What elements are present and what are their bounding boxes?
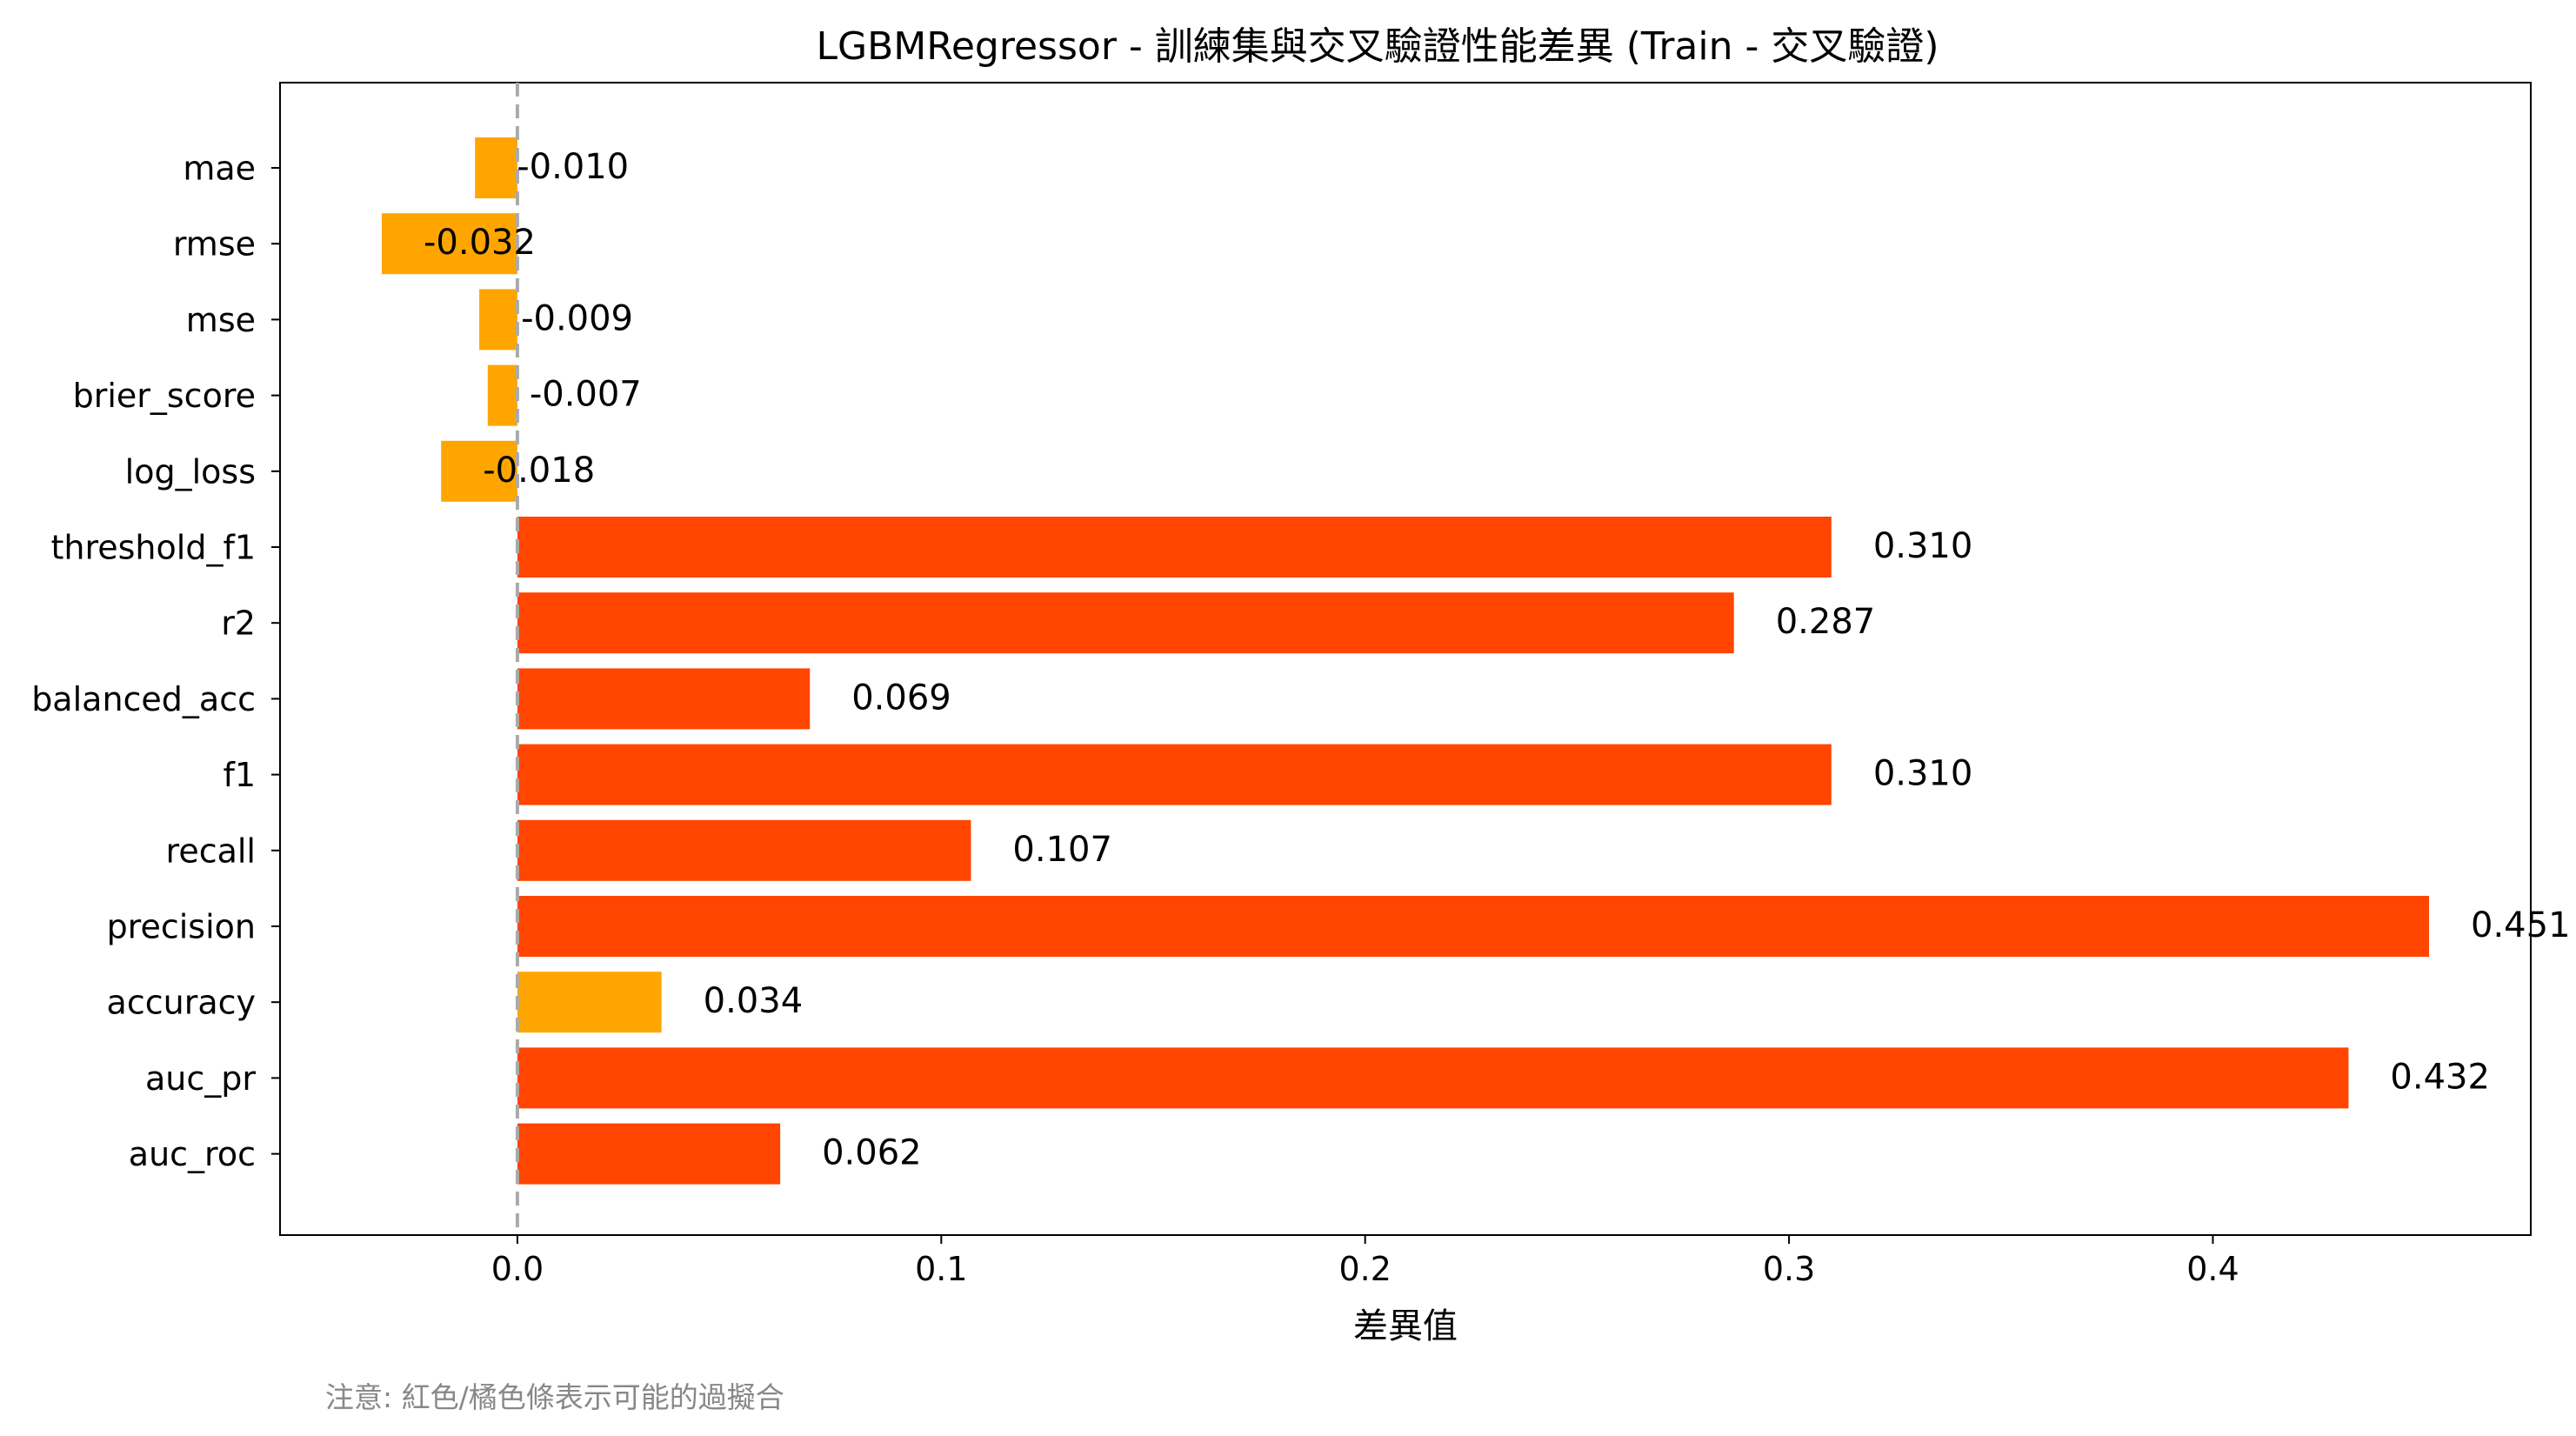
value-label-recall: 0.107 [1012,830,1112,870]
y-tick-label-threshold_f1: threshold_f1 [50,529,256,567]
y-tick-label-mae: mae [183,150,256,188]
x-tick-label: 0.1 [915,1250,967,1288]
value-label-brier_score: -0.007 [530,375,642,415]
bar-auc_pr [517,1047,2349,1109]
bar-balanced_acc [517,668,811,730]
value-label-auc_pr: 0.432 [2390,1057,2490,1097]
value-label-mae: -0.010 [517,147,629,187]
y-tick-label-brier_score: brier_score [73,377,256,415]
x-tick-label: 0.4 [2186,1250,2239,1288]
bar-threshold_f1 [517,517,1832,578]
y-tick-label-auc_pr: auc_pr [145,1059,256,1098]
x-tick-label: 0.0 [491,1250,544,1288]
y-tick-label-accuracy: accuracy [107,984,256,1022]
y-axis: mae rmse mse brier_score log_loss threshold_f… [31,150,280,1173]
x-tick-label: 0.2 [1338,1250,1391,1288]
value-label-log_loss: -0.018 [483,451,595,491]
x-tick-label: 0.3 [1763,1250,1815,1288]
y-tick-label-rmse: rmse [173,225,256,264]
value-label-r2: 0.287 [1776,602,1876,642]
footnote: 注意: 紅色/橘色條表示可能的過擬合 [325,1380,784,1414]
bar-f1 [517,744,1832,805]
bar-mse [479,289,517,351]
bar-precision [517,896,2430,957]
bar-rmse [381,213,517,275]
bar-accuracy [517,972,662,1033]
bar-log_loss [441,440,517,502]
bar-r2 [517,592,1734,654]
value-label-precision: 0.451 [2471,905,2571,945]
y-tick-label-precision: precision [107,908,256,946]
y-tick-label-balanced_acc: balanced_acc [31,680,256,718]
bar-brier_score [487,364,517,426]
value-label-accuracy: 0.034 [704,981,804,1021]
value-label-auc_roc: 0.062 [822,1133,922,1173]
y-tick-label-f1: f1 [223,756,256,794]
y-tick-label-r2: r2 [221,604,256,643]
x-axis-label: 差異值 [1353,1306,1458,1346]
value-label-balanced_acc: 0.069 [851,678,951,718]
bar-mae [475,137,517,198]
value-label-mse: -0.009 [521,298,633,338]
y-tick-label-log_loss: log_loss [125,452,256,491]
y-tick-label-auc_roc: auc_roc [129,1135,256,1173]
bar-recall [517,819,971,881]
value-label-rmse: -0.032 [424,223,536,263]
y-tick-label-mse: mse [186,301,256,339]
chart-title: LGBMRegressor - 訓練集與交叉驗證性能差異 (Train - 交叉… [817,24,1939,69]
bar-group [381,137,2430,1185]
value-label-threshold_f1: 0.310 [1873,526,1973,566]
x-axis: 0.0 0.1 0.2 0.3 0.4 [491,1235,2239,1288]
y-tick-label-recall: recall [166,832,256,870]
value-label-f1: 0.310 [1873,754,1973,794]
plot-area [279,82,2532,1236]
bar-auc_roc [517,1123,781,1185]
value-label-group: -0.010 -0.032 -0.009 -0.007 -0.018 0.310 0.287… [424,147,2571,1173]
